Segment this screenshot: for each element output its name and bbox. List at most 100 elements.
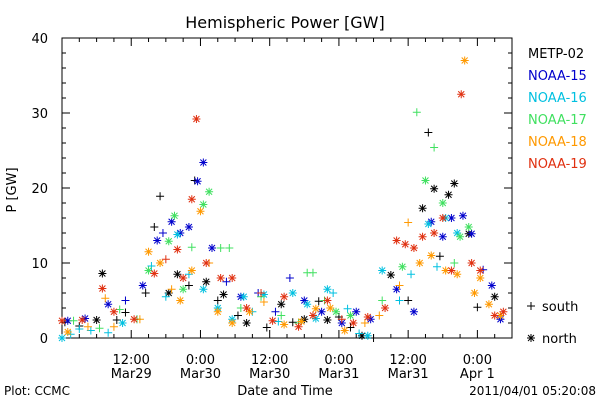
x-tick-date: Mar30 [249, 367, 290, 382]
data-point [450, 179, 459, 188]
data-point [277, 300, 286, 309]
x-tick-date: Mar29 [111, 367, 152, 382]
data-point [104, 328, 113, 337]
data-point [242, 304, 251, 312]
x-tick-time: 12:00 [389, 353, 426, 368]
legend-entry: METP-02 [528, 47, 584, 62]
footer-timestamp: 2011/04/01 05:20:08 [469, 384, 596, 398]
data-point [332, 307, 341, 316]
data-point [346, 311, 355, 320]
data-point [395, 281, 404, 290]
x-axis-label: Date and Time [237, 384, 333, 399]
data-point [193, 177, 202, 186]
data-point [173, 245, 182, 254]
data-point [395, 296, 404, 305]
data-point [418, 204, 427, 213]
data-point [288, 318, 297, 327]
data-point [222, 277, 231, 286]
data-point [179, 285, 188, 294]
data-point [392, 236, 401, 245]
data-point [280, 320, 289, 329]
data-point [476, 274, 485, 282]
marker-legend: south north [527, 300, 578, 347]
data-point [499, 307, 508, 316]
legend-entry: NOAA-18 [528, 135, 587, 150]
data-point [314, 297, 323, 306]
data-point [476, 266, 485, 275]
data-point [121, 296, 130, 305]
data-point [490, 311, 499, 320]
legend-entry: NOAA-16 [528, 91, 587, 106]
data-point [435, 252, 444, 261]
data-point [378, 296, 387, 305]
data-point [430, 229, 439, 237]
data-point [288, 289, 297, 297]
data-point [83, 322, 92, 331]
y-tick-label: 40 [31, 32, 48, 47]
data-point [187, 243, 196, 252]
data-point [216, 274, 225, 282]
data-point [412, 108, 421, 117]
x-tick-time: 0:00 [463, 353, 492, 368]
data-point [303, 300, 312, 309]
data-point [130, 315, 139, 324]
data-point [233, 311, 242, 320]
data-point [271, 307, 280, 316]
y-tick-label: 30 [31, 107, 48, 122]
data-point [268, 316, 277, 325]
data-point [424, 128, 433, 137]
data-point [184, 281, 193, 290]
legend-entry: NOAA-15 [528, 69, 587, 84]
data-point [141, 289, 150, 297]
data-point [98, 284, 107, 293]
data-point [138, 281, 147, 290]
x-tick-date: Apr 1 [460, 367, 495, 382]
data-point [438, 214, 447, 222]
data-point [326, 304, 335, 312]
data-point [161, 292, 170, 301]
marker-legend-label: north [542, 332, 577, 347]
data-point [156, 259, 165, 267]
data-point [205, 187, 214, 196]
data-point [464, 223, 473, 231]
data-point [438, 232, 447, 241]
data-point [453, 270, 462, 279]
data-point [285, 274, 294, 282]
plot-frame [61, 37, 513, 339]
data-point [184, 223, 193, 231]
data-point [337, 315, 346, 324]
x-tick-time: 0:00 [324, 353, 353, 368]
data-point [144, 266, 153, 275]
data-point [280, 292, 289, 301]
data-point [262, 323, 271, 332]
data-point [92, 316, 101, 324]
data-point [340, 326, 349, 335]
data-point [202, 259, 211, 267]
data-points [58, 56, 508, 342]
data-point [239, 292, 248, 301]
data-point [456, 232, 465, 241]
data-point [467, 229, 476, 238]
marker-legend-label: south [542, 300, 578, 315]
data-point [317, 307, 326, 316]
data-point [404, 218, 413, 227]
data-point [78, 316, 87, 324]
data-point [444, 190, 453, 199]
legend-entry: NOAA-17 [528, 113, 587, 128]
data-point [63, 328, 72, 336]
data-point [75, 325, 84, 333]
data-point [484, 300, 493, 309]
data-point [398, 262, 407, 271]
data-point [378, 266, 387, 275]
data-point [386, 271, 395, 279]
data-point [473, 303, 482, 312]
data-point [115, 305, 124, 314]
x-tick-time: 12:00 [112, 353, 149, 368]
marker-legend-symbol [527, 302, 535, 310]
data-point [470, 289, 479, 297]
data-point [308, 268, 317, 277]
data-point [458, 211, 467, 220]
data-point [487, 281, 496, 290]
data-point [109, 322, 118, 331]
